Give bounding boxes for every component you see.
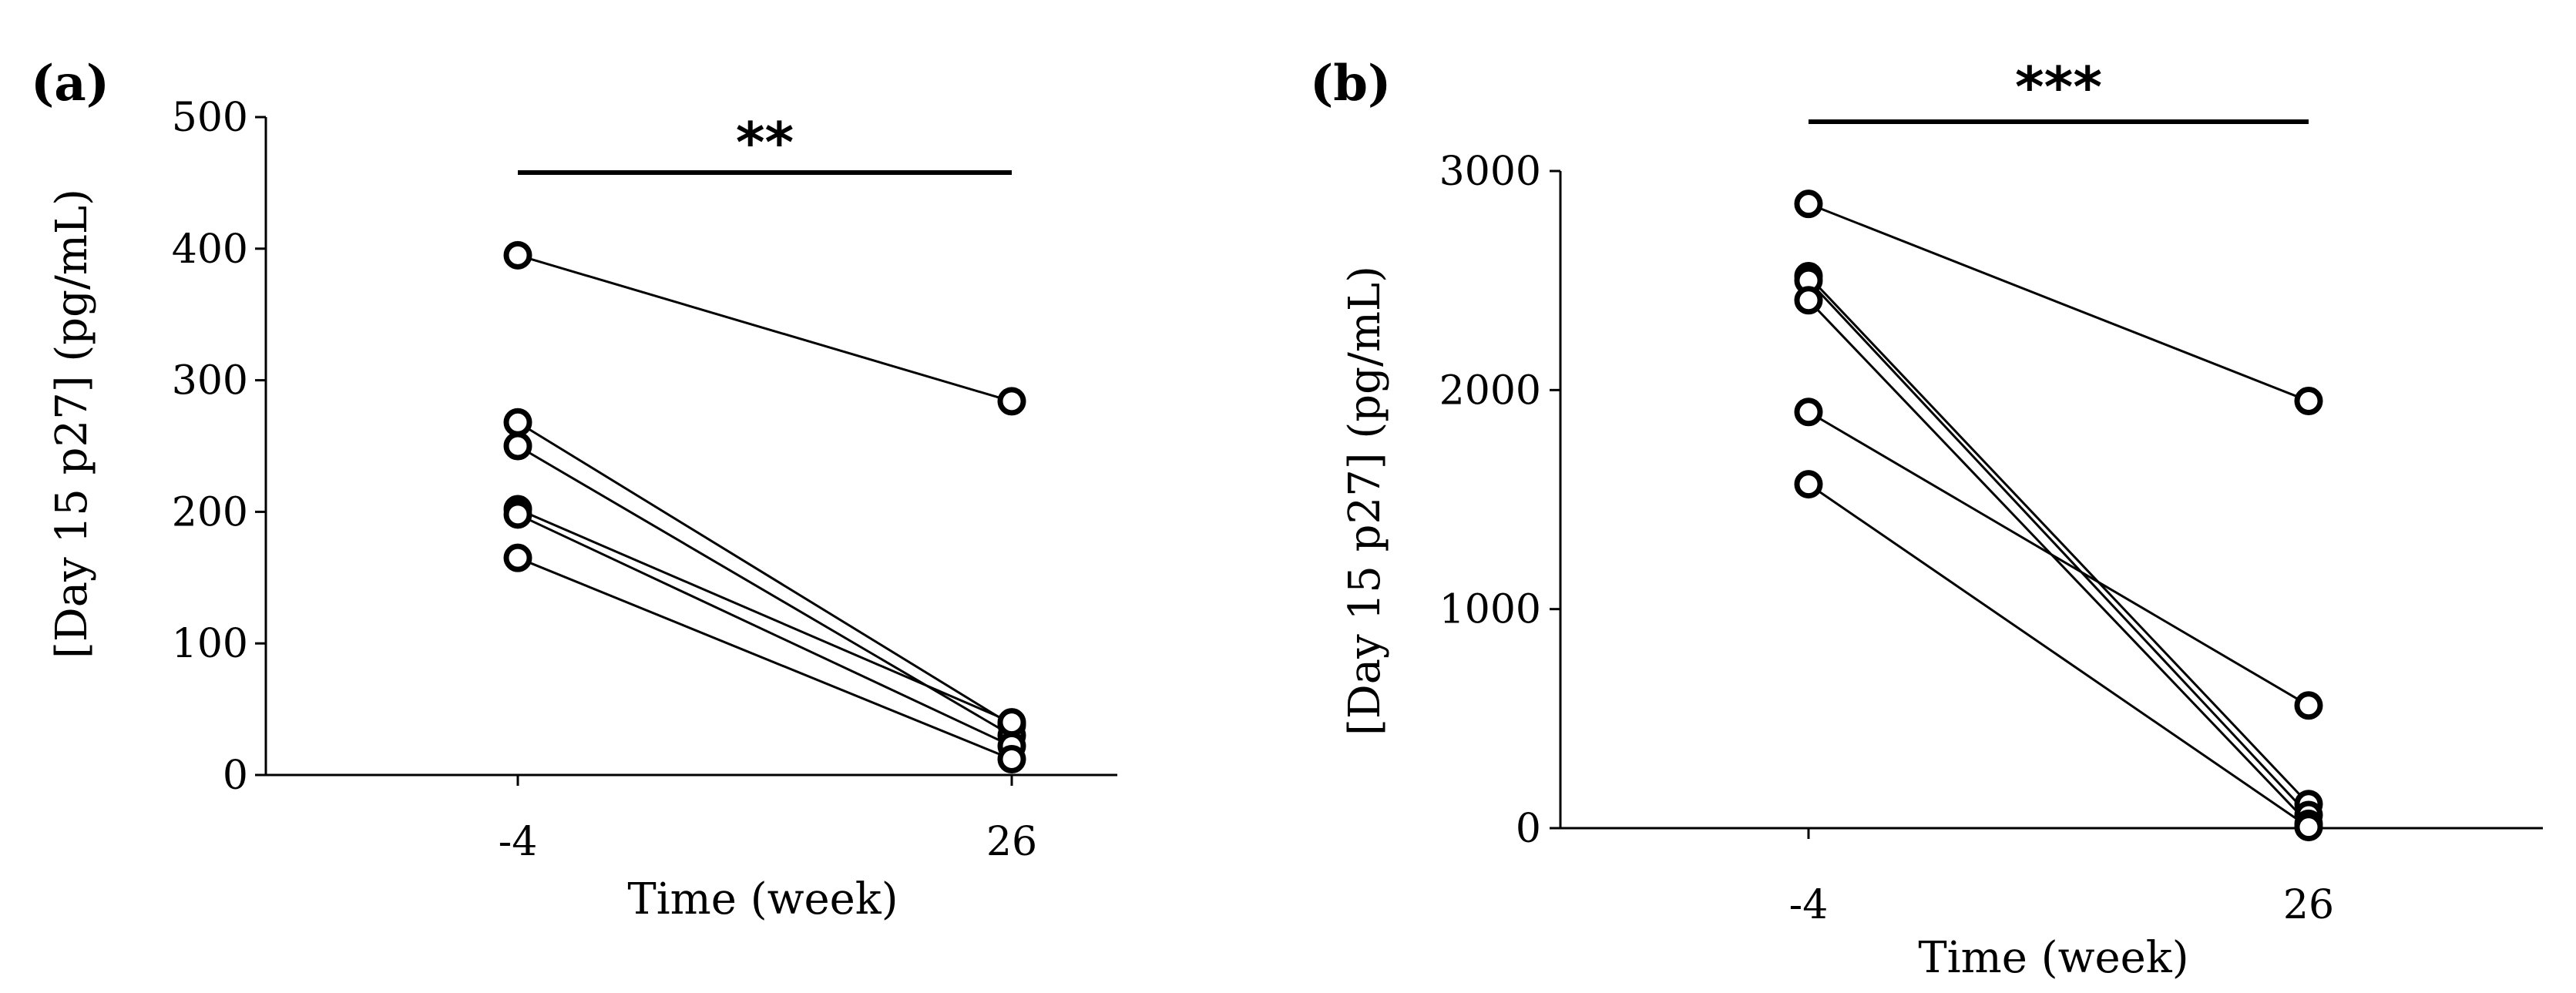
series-line-a-1	[517, 253, 1013, 403]
series-line-a-2	[517, 421, 1013, 726]
y-tick-label-b: 3000	[1439, 149, 1541, 195]
x-tick-label-a: 26	[986, 819, 1037, 865]
data-point-a-5-1	[503, 500, 532, 529]
y-axis-title-b: [Day 15 p27] (pg/mL)	[1340, 266, 1390, 736]
chart-panel-b: 0 1000 2000 3000 -4 26 Time (week) [Day 15 p27]…	[1340, 55, 2543, 983]
y-tick-label-a: 500	[172, 95, 248, 141]
y-tick-label-a: 200	[172, 489, 248, 535]
data-point-a-3-1	[503, 431, 532, 461]
data-point-b-5-1	[1794, 398, 1823, 427]
series-line-a-5	[517, 513, 1013, 747]
y-tick-label-a: 100	[172, 621, 248, 667]
data-point-a-6-2	[997, 745, 1026, 774]
data-point-a-6-1	[503, 543, 532, 572]
data-point-b-6-1	[1794, 470, 1823, 499]
x-tick-label-b: 26	[2283, 882, 2334, 928]
data-point-a-2-1	[503, 408, 532, 437]
data-point-b-6-2	[2294, 813, 2323, 842]
data-point-b-1-2	[2294, 387, 2323, 416]
data-point-a-1-1	[503, 240, 532, 270]
panel-label-b: (b)	[1310, 55, 1391, 112]
y-tick-label-b: 1000	[1439, 587, 1541, 633]
series-line-b-3	[1807, 280, 2310, 816]
significance-stars-a: **	[736, 110, 794, 175]
x-tick-label-a: -4	[499, 819, 538, 865]
series-line-b-6	[1808, 483, 2309, 828]
data-point-a-4-2	[997, 708, 1026, 737]
data-point-b-5-2	[2294, 691, 2323, 720]
series-line-b-2	[1807, 275, 2310, 805]
y-tick-label-b: 2000	[1439, 367, 1541, 414]
data-point-b-4-1	[1794, 286, 1823, 315]
y-tick-label-a: 400	[172, 226, 248, 273]
series-line-b-5	[1808, 411, 2309, 707]
series-line-a-4	[517, 508, 1013, 724]
data-point-b-1-1	[1794, 190, 1823, 219]
series-line-a-3	[517, 445, 1013, 737]
chart-panel-a: 0 100 200 300 400 500 -4 26 Time (week) [Day 15 p…	[47, 95, 1117, 924]
y-tick-label-b: 0	[1516, 806, 1541, 852]
y-tick-label-a: 300	[172, 358, 248, 404]
x-tick-label-b: -4	[1789, 882, 1829, 928]
panel-label-a: (a)	[31, 55, 109, 112]
x-axis-title-b: Time (week)	[1918, 933, 2188, 983]
series-line-b-1	[1808, 203, 2309, 402]
y-axis-title-a: [Day 15 p27] (pg/mL)	[47, 189, 97, 659]
x-axis-title-a: Time (week)	[627, 874, 898, 924]
y-tick-label-a: 0	[223, 753, 248, 799]
data-point-a-1-2	[997, 387, 1026, 416]
series-line-a-6	[517, 556, 1013, 760]
series-line-b-4	[1807, 299, 2310, 825]
significance-stars-b: ***	[2015, 55, 2102, 119]
